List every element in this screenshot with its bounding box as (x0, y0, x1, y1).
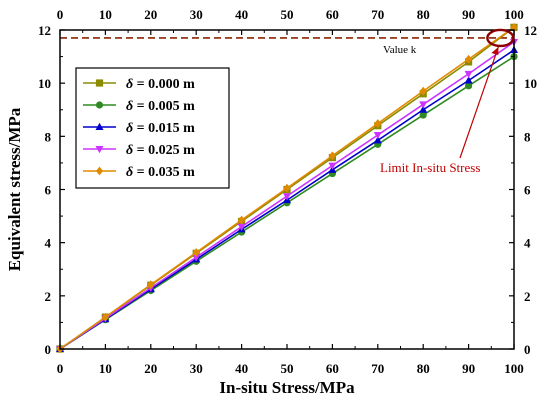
x-tick-label-bottom: 0 (57, 361, 64, 376)
data-point (465, 54, 473, 64)
legend-swatch-marker (95, 146, 104, 154)
data-point (192, 254, 201, 262)
y-tick-label-left: 12 (38, 23, 51, 38)
legend-label: δ = 0.025 m (126, 143, 195, 158)
x-axis-title: In-situ Stress/MPa (219, 378, 355, 397)
legend: δ = 0.000 m δ = 0.005 m δ = 0.015 m δ = 0.0… (75, 67, 230, 189)
data-point (192, 248, 200, 257)
legend-swatch-marker (95, 101, 104, 109)
annotation-layer: Limit In-situ Stress (380, 28, 515, 175)
reference-layer: Value k (60, 37, 514, 56)
x-tick-label-top: 20 (144, 7, 157, 22)
annotation-arrow-line (459, 46, 499, 159)
data-point (373, 132, 382, 140)
y-tick-label-right: 12 (524, 23, 537, 38)
data-point (419, 105, 428, 113)
reference-line-label: Value k (383, 44, 417, 56)
x-tick-label-top: 0 (57, 7, 64, 22)
data-point (238, 215, 246, 225)
y-tick-label-right: 6 (524, 183, 531, 198)
y-axis-title: Equivalent stress/MPa (5, 107, 24, 271)
legend-swatch-marker (95, 122, 104, 130)
x-tick-label-top: 40 (235, 7, 248, 22)
series-layer (56, 22, 518, 354)
axes-layer: 0010102020303040405050606070708080909010… (38, 7, 537, 376)
y-tick-label-left: 2 (45, 289, 52, 304)
y-tick-label-left: 0 (45, 342, 52, 357)
y-tick-label-left: 10 (38, 76, 51, 91)
x-tick-label-bottom: 80 (417, 361, 430, 376)
x-tick-label-bottom: 60 (326, 361, 339, 376)
y-tick-label-left: 8 (45, 129, 52, 144)
legend-label: δ = 0.000 m (126, 77, 195, 92)
y-tick-label-right: 2 (524, 289, 531, 304)
x-tick-label-top: 70 (371, 7, 384, 22)
y-tick-label-right: 8 (524, 129, 531, 144)
x-tick-label-bottom: 40 (235, 361, 248, 376)
data-point (419, 86, 427, 96)
limit-marker-ellipse (486, 28, 515, 48)
x-tick-label-top: 100 (504, 7, 524, 22)
legend-label: δ = 0.015 m (126, 121, 195, 136)
x-tick-label-top: 30 (190, 7, 203, 22)
x-tick-label-top: 80 (417, 7, 430, 22)
y-tick-label-left: 6 (45, 183, 52, 198)
x-tick-label-bottom: 30 (190, 361, 203, 376)
y-tick-label-right: 10 (524, 76, 537, 91)
x-tick-label-bottom: 50 (281, 361, 294, 376)
data-point (283, 183, 291, 193)
data-point (464, 76, 473, 84)
data-point (464, 70, 473, 79)
x-tick-label-top: 50 (281, 7, 294, 22)
legend-swatch-marker (95, 166, 104, 176)
data-point (374, 119, 382, 128)
x-tick-label-top: 90 (462, 7, 475, 22)
x-tick-label-top: 10 (99, 7, 112, 22)
legend-label: δ = 0.035 m (126, 165, 195, 180)
data-point (465, 82, 473, 90)
annotation-label: Limit In-situ Stress (380, 160, 480, 175)
data-point (373, 136, 382, 144)
y-tick-label-right: 4 (524, 236, 531, 251)
data-point (147, 280, 155, 290)
y-tick-label-left: 4 (45, 236, 52, 251)
data-point (328, 162, 337, 170)
data-point (101, 312, 109, 322)
x-tick-label-top: 60 (326, 7, 339, 22)
x-tick-label-bottom: 90 (462, 361, 475, 376)
y-tick-label-right: 0 (524, 342, 531, 357)
data-point (283, 193, 291, 201)
legend-swatch-marker (95, 79, 104, 87)
data-point (419, 111, 427, 119)
x-tick-label-bottom: 70 (371, 361, 384, 376)
data-point (419, 101, 428, 109)
annotation-arrow-head (491, 46, 499, 55)
legend-label: δ = 0.005 m (126, 99, 195, 114)
x-tick-label-bottom: 100 (504, 361, 524, 376)
x-tick-label-bottom: 10 (99, 361, 112, 376)
data-point (237, 223, 246, 231)
x-tick-label-bottom: 20 (144, 361, 157, 376)
data-point (328, 151, 336, 161)
